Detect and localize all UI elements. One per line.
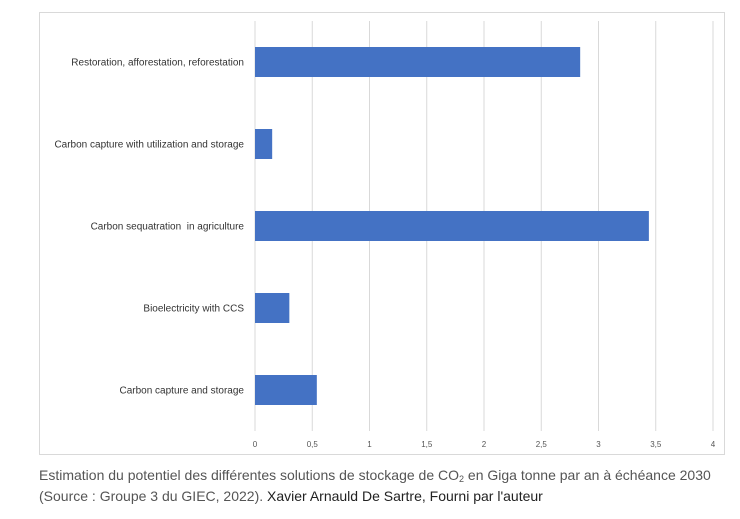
bar [255,47,581,77]
bar [255,375,317,405]
chart-frame: Restoration, afforestation, reforestatio… [39,12,725,455]
caption-text-start: Estimation du potentiel des différentes … [39,467,459,483]
x-tick-label: 1 [367,440,372,449]
x-tick-label: 0,5 [307,440,319,449]
caption-credit: Xavier Arnauld De Sartre, Fourni par l'a… [267,488,543,504]
bar [255,293,290,323]
x-tick-label: 2 [482,440,487,449]
category-labels: Restoration, afforestation, reforestatio… [54,58,244,397]
category-label: Carbon sequatration in agriculture [91,222,245,233]
x-tick-label: 0 [253,440,258,449]
x-tick-label: 4 [711,440,716,449]
bar [255,211,649,241]
caption-text-end: en Giga tonne par an à échéance 2030 (So… [39,467,711,504]
caption-subscript: 2 [459,474,465,484]
figure-caption: Estimation du potentiel des différentes … [39,465,734,507]
bar [255,129,273,159]
x-tick-label: 3 [596,440,601,449]
category-label: Restoration, afforestation, reforestatio… [71,58,244,69]
category-label: Bioelectricity with CCS [143,304,244,315]
category-label: Carbon capture and storage [119,386,244,397]
bar-chart: Restoration, afforestation, reforestatio… [54,21,716,449]
x-tick-label: 1,5 [421,440,433,449]
x-tick-label: 3,5 [650,440,662,449]
bars [255,47,649,405]
category-label: Carbon capture with utilization and stor… [54,140,244,151]
x-tick-label: 2,5 [536,440,548,449]
x-tick-labels: 0 0,5 1 1,5 2 2,5 3 3,5 4 [253,440,716,449]
